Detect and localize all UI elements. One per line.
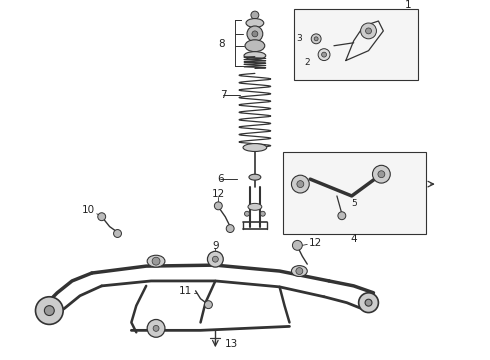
- Text: 9: 9: [212, 241, 219, 251]
- Ellipse shape: [245, 40, 265, 52]
- Bar: [283, 153, 426, 234]
- Circle shape: [361, 23, 376, 39]
- Circle shape: [378, 171, 385, 178]
- Circle shape: [212, 256, 219, 262]
- Circle shape: [35, 297, 63, 324]
- Circle shape: [297, 181, 304, 188]
- Circle shape: [152, 257, 160, 265]
- Ellipse shape: [246, 19, 264, 27]
- Text: 4: 4: [351, 234, 358, 244]
- Ellipse shape: [243, 144, 267, 152]
- Circle shape: [153, 325, 159, 331]
- Circle shape: [252, 31, 258, 37]
- Ellipse shape: [292, 266, 307, 276]
- Circle shape: [204, 301, 212, 309]
- Text: 3: 3: [296, 34, 302, 43]
- Circle shape: [366, 28, 371, 34]
- Text: 1: 1: [405, 0, 412, 10]
- Text: 6: 6: [217, 174, 223, 184]
- Circle shape: [98, 213, 106, 221]
- Bar: [294, 9, 418, 80]
- Text: 13: 13: [225, 339, 239, 349]
- Circle shape: [359, 293, 378, 312]
- Circle shape: [247, 26, 263, 42]
- Circle shape: [214, 202, 222, 210]
- Ellipse shape: [147, 255, 165, 267]
- Circle shape: [114, 230, 122, 238]
- Circle shape: [293, 240, 302, 250]
- Text: 11: 11: [179, 286, 193, 296]
- Circle shape: [245, 211, 249, 216]
- Ellipse shape: [249, 174, 261, 180]
- Circle shape: [314, 37, 318, 41]
- Circle shape: [292, 175, 309, 193]
- Text: 10: 10: [82, 205, 96, 215]
- Circle shape: [251, 11, 259, 19]
- Text: 12: 12: [212, 189, 225, 199]
- Text: 5: 5: [351, 199, 357, 208]
- Text: 8: 8: [218, 39, 224, 49]
- Circle shape: [260, 211, 265, 216]
- Circle shape: [147, 319, 165, 337]
- Circle shape: [321, 52, 326, 57]
- Circle shape: [45, 306, 54, 315]
- Circle shape: [372, 165, 390, 183]
- Ellipse shape: [248, 203, 262, 210]
- Circle shape: [311, 34, 321, 44]
- Circle shape: [338, 212, 346, 220]
- Text: 12: 12: [309, 238, 322, 248]
- Ellipse shape: [244, 52, 266, 59]
- Circle shape: [207, 251, 223, 267]
- Circle shape: [365, 299, 372, 306]
- Circle shape: [318, 49, 330, 60]
- Circle shape: [296, 267, 303, 275]
- Circle shape: [226, 225, 234, 233]
- Text: 7: 7: [220, 90, 226, 100]
- Text: 2: 2: [304, 58, 310, 67]
